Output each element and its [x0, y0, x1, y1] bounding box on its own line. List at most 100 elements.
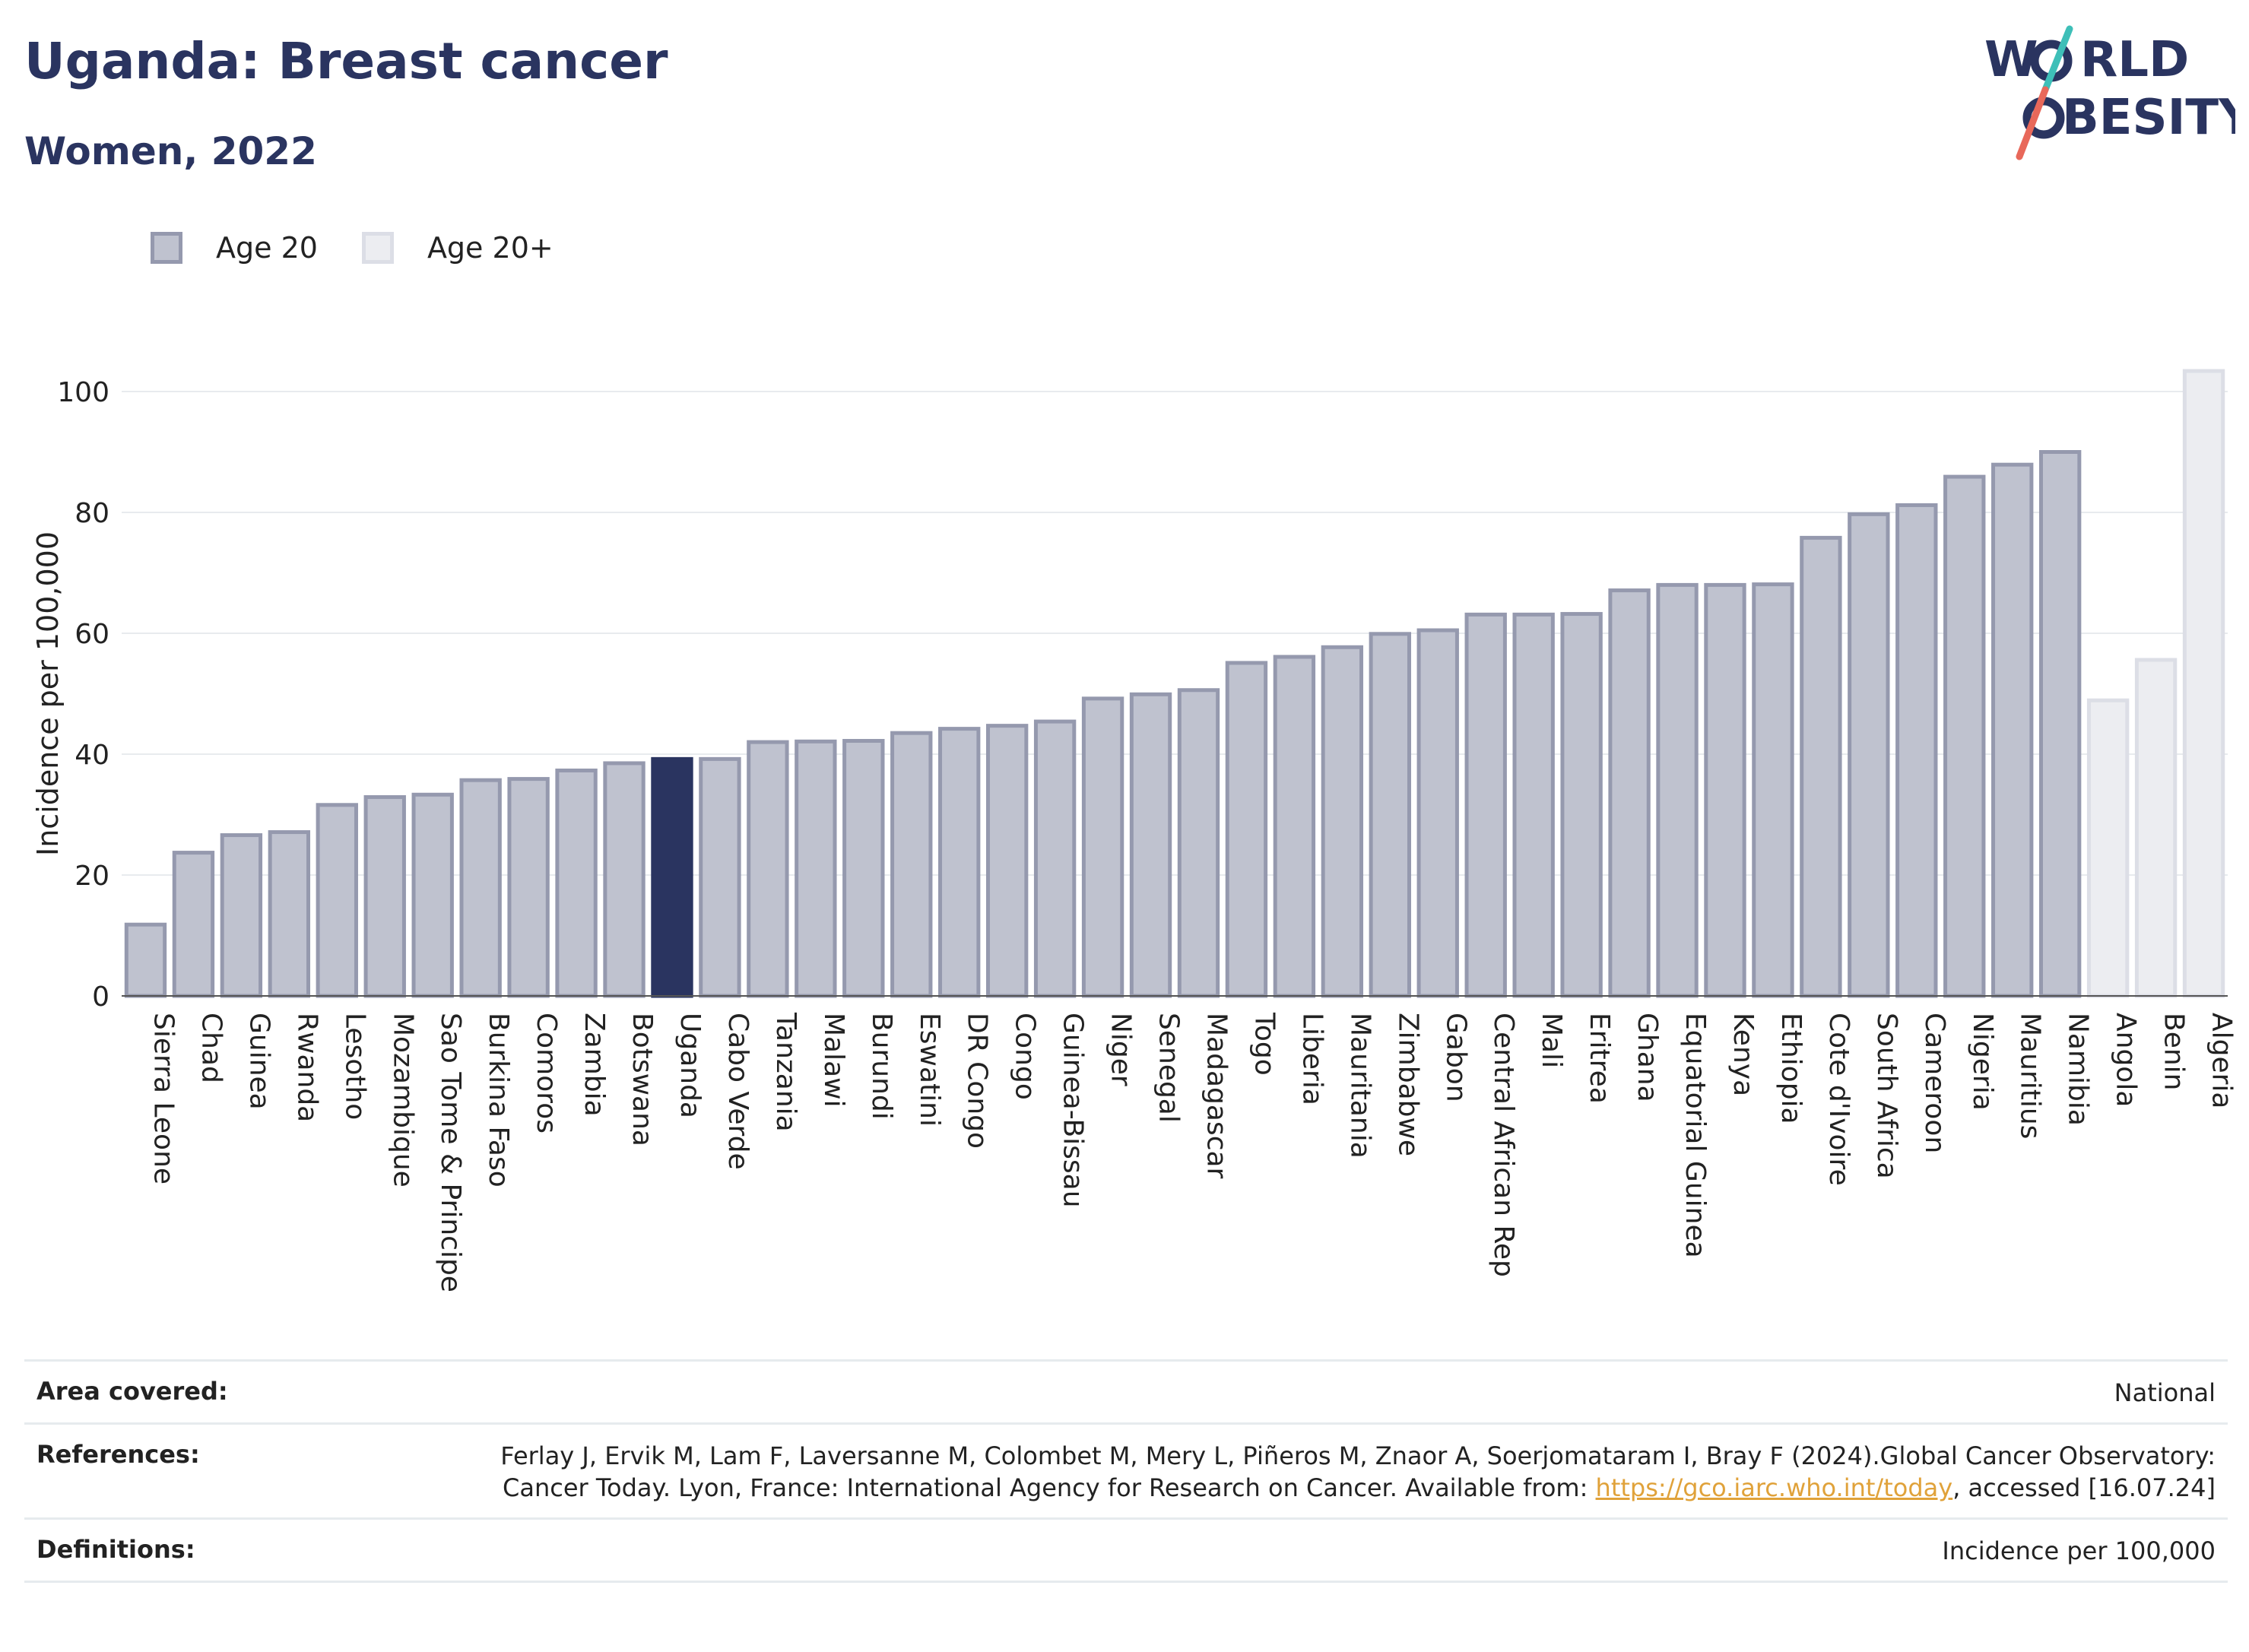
x-tick-label-senegal: Senegal — [1153, 1013, 1185, 1123]
bar-nigeria[interactable] — [1943, 474, 1986, 998]
x-tick-label-lesotho: Lesotho — [339, 1013, 370, 1120]
x-tick-label-ethiopia: Ethiopia — [1775, 1013, 1806, 1124]
bar-ghana[interactable] — [1608, 588, 1651, 998]
x-tick-label-madagascar: Madagascar — [1201, 1013, 1232, 1179]
logo-slash-coral — [2016, 86, 2049, 160]
x-tick-label-ghana: Ghana — [1632, 1013, 1663, 1102]
x-tick-label-liberia: Liberia — [1296, 1013, 1328, 1105]
x-tick-label-cameroon: Cameroon — [1919, 1013, 1950, 1153]
x-tick-label-botswana: Botswana — [626, 1013, 658, 1146]
bar-rwanda[interactable] — [268, 830, 311, 998]
bar-equatorial-guinea[interactable] — [1656, 582, 1699, 998]
x-tick-label-cote-d-ivoire: Cote d'Ivoire — [1823, 1013, 1854, 1186]
info-row-area: Area covered: National — [24, 1359, 2228, 1422]
bar-congo[interactable] — [985, 724, 1029, 998]
x-tick-label-zimbabwe: Zimbabwe — [1392, 1013, 1423, 1156]
bar-zimbabwe[interactable] — [1369, 632, 1411, 998]
bar-algeria[interactable] — [2182, 369, 2225, 998]
bar-cote-d-ivoire[interactable] — [1800, 535, 1842, 998]
bar-niger[interactable] — [1081, 696, 1124, 998]
legend-item-age20[interactable]: Age 20 — [151, 231, 318, 265]
references-suffix: , accessed [16.07.24] — [1952, 1473, 2216, 1502]
y-tick-label: 80 — [75, 498, 109, 529]
bar-lesotho[interactable] — [316, 803, 358, 998]
bar-angola[interactable] — [2086, 698, 2130, 998]
bar-south-africa[interactable] — [1848, 512, 1890, 998]
x-tick-label-benin: Benin — [2159, 1013, 2190, 1090]
bar-senegal[interactable] — [1129, 692, 1172, 998]
logo-line1-w: W — [1984, 32, 2038, 88]
bar-namibia[interactable] — [2038, 450, 2082, 998]
bar-comoros[interactable] — [507, 777, 550, 998]
logo-slash-teal — [2041, 25, 2073, 94]
bar-ethiopia[interactable] — [1752, 582, 1794, 998]
x-tick-label-guinea-bissau: Guinea-Bissau — [1058, 1013, 1089, 1208]
x-tick-label-gabon: Gabon — [1440, 1013, 1471, 1102]
bar-mauritania[interactable] — [1321, 645, 1364, 998]
bar-guinea[interactable] — [220, 833, 263, 998]
x-tick-label-south-africa: South Africa — [1871, 1013, 1902, 1179]
y-tick-label: 100 — [57, 377, 109, 408]
definitions-label: Definitions: — [36, 1535, 195, 1564]
bar-malawi[interactable] — [795, 739, 837, 998]
x-tick-label-zambia: Zambia — [579, 1013, 610, 1117]
references-label: References: — [36, 1440, 200, 1469]
legend-swatch-age20 — [151, 232, 182, 264]
bar-mauritius[interactable] — [1991, 462, 2034, 998]
legend-item-age20plus[interactable]: Age 20+ — [361, 231, 554, 265]
bar-mozambique[interactable] — [363, 794, 406, 998]
bar-liberia[interactable] — [1273, 655, 1316, 998]
logo-line1-rest: RLD — [2080, 32, 2189, 88]
bar-kenya[interactable] — [1704, 582, 1746, 998]
x-tick-label-sierra-leone: Sierra Leone — [148, 1013, 179, 1184]
x-tick-label-uganda: Uganda — [674, 1013, 706, 1118]
legend-label-age20plus: Age 20+ — [427, 231, 554, 265]
x-tick-label-rwanda: Rwanda — [291, 1013, 322, 1122]
bar-uganda[interactable] — [651, 756, 693, 998]
x-tick-label-cabo-verde: Cabo Verde — [722, 1013, 753, 1170]
x-tick-label-mozambique: Mozambique — [387, 1013, 418, 1187]
bar-togo[interactable] — [1225, 661, 1268, 998]
bar-eritrea[interactable] — [1560, 612, 1603, 998]
bar-central-african-rep[interactable] — [1464, 612, 1507, 998]
bar-sao-tome-principe[interactable] — [411, 792, 454, 998]
bar-burkina-faso[interactable] — [459, 778, 502, 998]
bar-benin[interactable] — [2134, 658, 2178, 998]
bar-burundi[interactable] — [842, 739, 885, 998]
bar-madagascar[interactable] — [1177, 688, 1220, 998]
bar-tanzania[interactable] — [747, 740, 789, 998]
bars — [124, 369, 2225, 998]
bar-mali[interactable] — [1512, 612, 1555, 998]
bar-botswana[interactable] — [603, 761, 646, 998]
x-tick-label-malawi: Malawi — [818, 1013, 849, 1108]
bar-cameroon[interactable] — [1895, 503, 1938, 998]
x-tick-label-chad: Chad — [195, 1013, 227, 1083]
bar-eswatini[interactable] — [890, 731, 933, 998]
bar-gabon[interactable] — [1416, 628, 1459, 998]
chart-title: Uganda: Breast cancer — [24, 32, 668, 90]
bar-cabo-verde[interactable] — [699, 756, 741, 998]
x-tick-label-nigeria: Nigeria — [1967, 1013, 1998, 1111]
y-tick-label: 0 — [92, 981, 109, 1013]
references-link[interactable]: https://gco.iarc.who.int/today — [1595, 1473, 1953, 1502]
x-tick-label-sao-tome-principe: Sao Tome & Principe — [435, 1013, 466, 1292]
chart-legend: Age 20 Age 20+ — [151, 227, 598, 269]
bar-dr-congo[interactable] — [938, 727, 981, 998]
definitions-value: Incidence per 100,000 — [1942, 1536, 2216, 1565]
bar-zambia[interactable] — [555, 768, 598, 998]
x-tick-label-togo: Togo — [1248, 1012, 1280, 1076]
x-tick-label-mauritania: Mauritania — [1344, 1013, 1375, 1159]
legend-swatch-age20plus — [361, 232, 394, 264]
bar-chad[interactable] — [172, 851, 215, 998]
references-value: Ferlay J, Ervik M, Lam F, Laversanne M, … — [467, 1440, 2216, 1504]
y-axis-ticks: 0 20 40 60 80 100 — [57, 377, 109, 1013]
y-tick-label: 20 — [75, 861, 109, 892]
y-tick-label: 40 — [75, 740, 109, 771]
bar-sierra-leone[interactable] — [124, 922, 167, 998]
chart-subtitle: Women, 2022 — [24, 129, 317, 173]
x-tick-label-central-african-rep: Central African Rep — [1488, 1013, 1519, 1277]
bar-guinea-bissau[interactable] — [1033, 719, 1077, 998]
y-axis-title: Incidence per 100,000 — [31, 531, 65, 856]
area-value: National — [2114, 1378, 2216, 1407]
x-tick-label-eritrea: Eritrea — [1584, 1013, 1615, 1104]
